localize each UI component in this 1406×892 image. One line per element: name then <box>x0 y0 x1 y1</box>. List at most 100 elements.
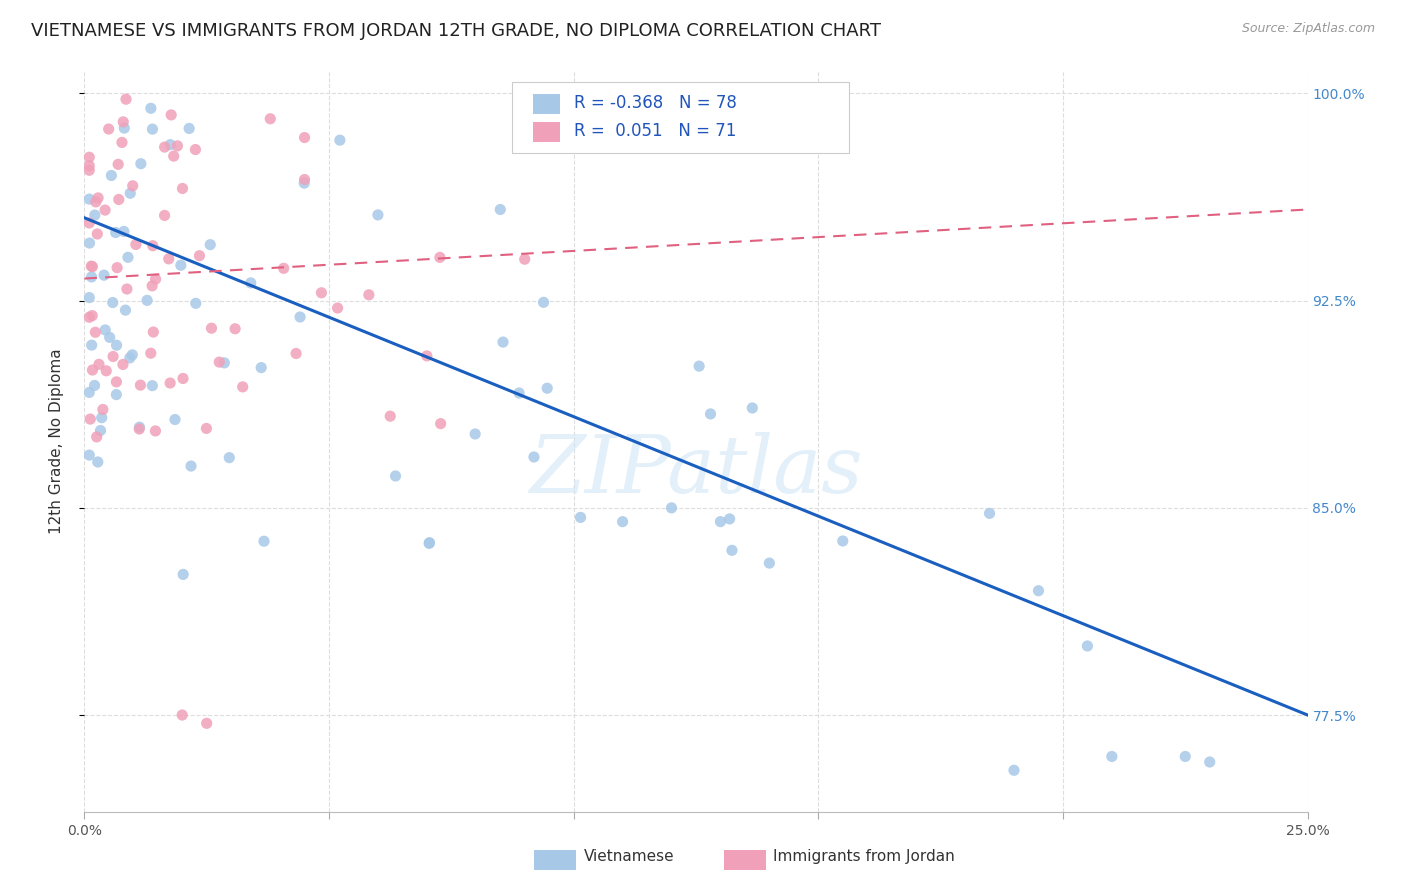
Text: R =  0.051   N = 71: R = 0.051 N = 71 <box>574 122 735 140</box>
Point <box>115 282 138 296</box>
Point <box>87 191 110 205</box>
Point <box>77 216 100 230</box>
Point <box>77 192 100 206</box>
Point <box>142 238 165 252</box>
Point <box>163 412 186 426</box>
Point <box>107 193 129 207</box>
Point <box>489 202 512 217</box>
Point <box>77 385 100 400</box>
Point <box>1002 764 1025 778</box>
Point <box>232 380 254 394</box>
Point <box>86 430 108 444</box>
Point <box>125 237 148 252</box>
Point <box>709 515 731 529</box>
Point <box>84 194 107 209</box>
Point <box>145 424 167 438</box>
Point <box>77 163 100 178</box>
Point <box>288 310 311 324</box>
Point <box>128 422 150 436</box>
Point <box>160 108 183 122</box>
Point <box>294 172 316 186</box>
Point <box>429 251 451 265</box>
Point <box>523 450 546 464</box>
Point <box>741 401 763 415</box>
Point <box>239 276 262 290</box>
Point <box>87 455 110 469</box>
Point <box>91 402 114 417</box>
Point <box>87 357 110 371</box>
Point <box>105 387 128 401</box>
Point <box>104 226 127 240</box>
Text: ZIPatlas: ZIPatlas <box>529 433 863 510</box>
Point <box>292 176 315 190</box>
Point <box>80 269 103 284</box>
Point <box>100 169 122 183</box>
Point <box>112 115 135 129</box>
FancyBboxPatch shape <box>513 82 849 153</box>
Point <box>357 288 380 302</box>
Point <box>77 310 100 325</box>
Point <box>536 381 558 395</box>
Point <box>112 224 135 238</box>
Point <box>184 143 207 157</box>
Point <box>380 409 402 424</box>
Point <box>79 412 101 426</box>
Point <box>84 326 107 340</box>
Point <box>105 375 128 389</box>
Point <box>159 376 181 390</box>
Point <box>94 203 117 218</box>
Point <box>1174 749 1197 764</box>
Point <box>384 469 406 483</box>
Point <box>166 139 188 153</box>
Point <box>121 348 143 362</box>
Point <box>77 291 100 305</box>
Point <box>253 534 276 549</box>
Point <box>218 450 240 465</box>
Point <box>112 121 135 136</box>
Point <box>979 507 1001 521</box>
Point <box>141 122 163 136</box>
Point <box>195 716 218 731</box>
Point <box>533 295 555 310</box>
Point <box>1076 639 1098 653</box>
Point <box>111 136 134 150</box>
Point <box>83 208 105 222</box>
Point <box>128 420 150 434</box>
Point <box>96 364 118 378</box>
Point <box>179 121 201 136</box>
Point <box>98 330 121 344</box>
Point <box>89 424 111 438</box>
Point <box>145 272 167 286</box>
Point <box>513 252 536 267</box>
Point <box>80 338 103 352</box>
Point <box>188 249 211 263</box>
Point <box>141 278 163 293</box>
Point <box>157 252 180 266</box>
Point <box>612 515 634 529</box>
Point <box>153 209 176 223</box>
Point <box>1028 583 1050 598</box>
Point <box>214 356 236 370</box>
Point <box>77 159 100 173</box>
Point <box>115 92 138 106</box>
Point <box>82 363 104 377</box>
Point <box>77 150 100 164</box>
Point <box>79 235 101 250</box>
Text: Source: ZipAtlas.com: Source: ZipAtlas.com <box>1241 22 1375 36</box>
Point <box>139 101 162 115</box>
Point <box>153 140 176 154</box>
Point <box>184 296 207 310</box>
Point <box>418 536 440 550</box>
Point <box>200 237 222 252</box>
Point <box>83 378 105 392</box>
Point <box>285 346 308 360</box>
Point <box>208 355 231 369</box>
Point <box>94 323 117 337</box>
Point <box>250 360 273 375</box>
Point <box>1198 755 1220 769</box>
Point <box>224 322 246 336</box>
Point <box>139 346 162 360</box>
Point <box>416 349 439 363</box>
Point <box>311 285 333 300</box>
Point <box>661 500 683 515</box>
